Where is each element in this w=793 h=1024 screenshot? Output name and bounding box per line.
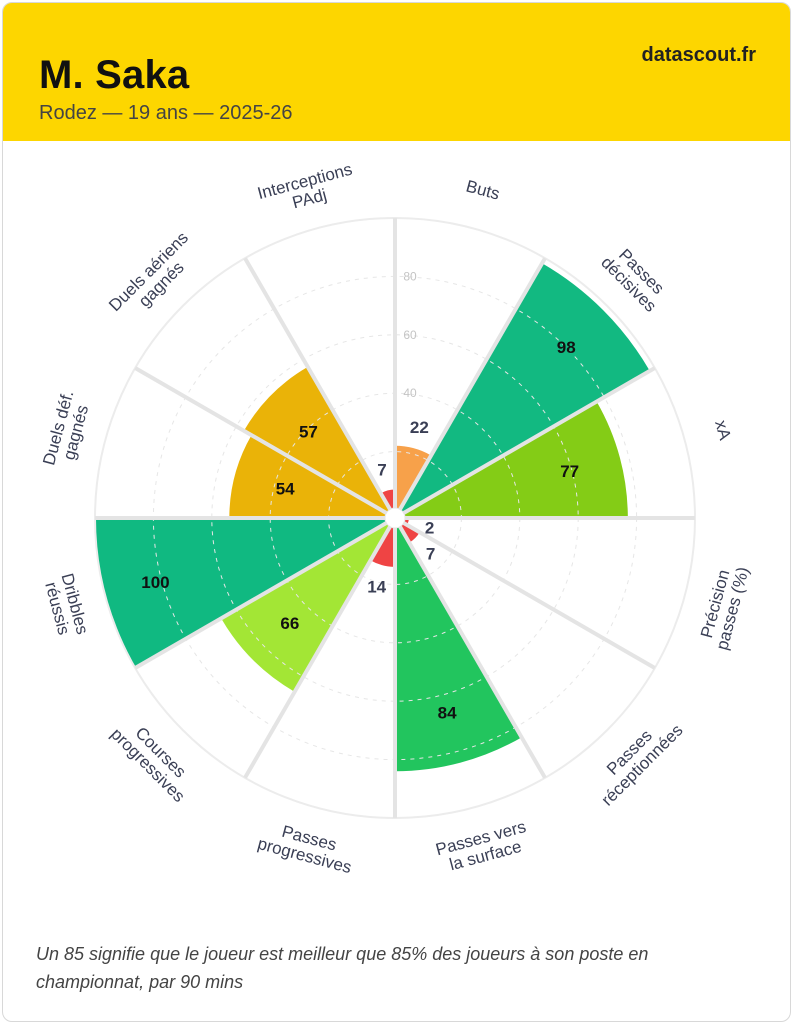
player-name: M. Saka — [39, 53, 190, 97]
value-label-duels-aeriens-gagnes: 57 — [299, 422, 318, 441]
bar-passes-decisives — [399, 263, 650, 514]
bar-courses-progressives — [221, 522, 391, 692]
bar-xa — [401, 401, 628, 518]
category-label-xa: xA — [711, 418, 735, 443]
category-label-passes-progressives: Passesprogressives — [256, 817, 359, 878]
bar-buts — [395, 445, 432, 512]
bar-passes-receptionnees — [399, 522, 420, 543]
category-label-interceptions-padj: InterceptionsPAdj — [255, 160, 359, 221]
bar-dribbles-reussis — [95, 518, 389, 668]
tick-label-40: 40 — [403, 386, 417, 400]
value-label-xa: 77 — [560, 462, 579, 481]
center-hub — [384, 507, 406, 529]
value-label-buts: 22 — [410, 418, 429, 437]
spoke-2 — [393, 366, 656, 520]
tick-label-60: 60 — [403, 328, 417, 342]
bar-duels-aeriens-gagnes — [243, 366, 391, 514]
tick-label-80: 80 — [403, 269, 417, 283]
header-banner: M. Saka Rodez — 19 ans — 2025-26 datasco… — [3, 3, 790, 141]
spoke-1 — [393, 257, 547, 520]
value-label-duels-def-gagnes: 54 — [276, 480, 295, 499]
bar-interceptions-padj — [380, 489, 395, 512]
footnote: Un 85 signifie que le joueur est meilleu… — [36, 944, 649, 992]
category-label-duels-def-gagnes: Duels déf.gagnés — [39, 388, 95, 472]
value-label-passes-progressives: 14 — [367, 577, 386, 596]
value-label-dribbles-reussis: 100 — [141, 573, 169, 592]
spoke-8 — [134, 516, 397, 670]
spoke-4 — [393, 516, 656, 670]
value-label-courses-progressives: 66 — [280, 614, 299, 633]
bar-duels-def-gagnes — [229, 435, 389, 518]
category-label-precision-passes: Précisionpasses (%) — [695, 560, 753, 652]
spoke-10 — [134, 366, 397, 520]
bar-passes-vers-la-surface — [395, 524, 522, 772]
category-label-passes-decisives: Passesdécisives — [597, 240, 673, 316]
category-label-buts: Buts — [464, 176, 502, 203]
value-label-passes-vers-la-surface: 84 — [438, 703, 457, 722]
spoke-7 — [243, 516, 397, 779]
value-label-precision-passes: 2 — [425, 518, 434, 537]
value-label-passes-decisives: 98 — [557, 338, 576, 357]
player-subtitle: Rodez — 19 ans — 2025-26 — [39, 102, 293, 124]
value-label-interceptions-padj: 7 — [377, 460, 386, 479]
category-label-dribbles-reussis: Dribblesréussis — [40, 571, 92, 641]
value-label-passes-receptionnees: 7 — [426, 545, 435, 564]
bar-passes-progressives — [370, 524, 395, 567]
spoke-5 — [393, 516, 547, 779]
category-label-passes-vers-la-surface: Passes versla surface — [434, 817, 533, 877]
spoke-11 — [243, 257, 397, 520]
brand-link[interactable]: datascout.fr — [641, 44, 756, 66]
